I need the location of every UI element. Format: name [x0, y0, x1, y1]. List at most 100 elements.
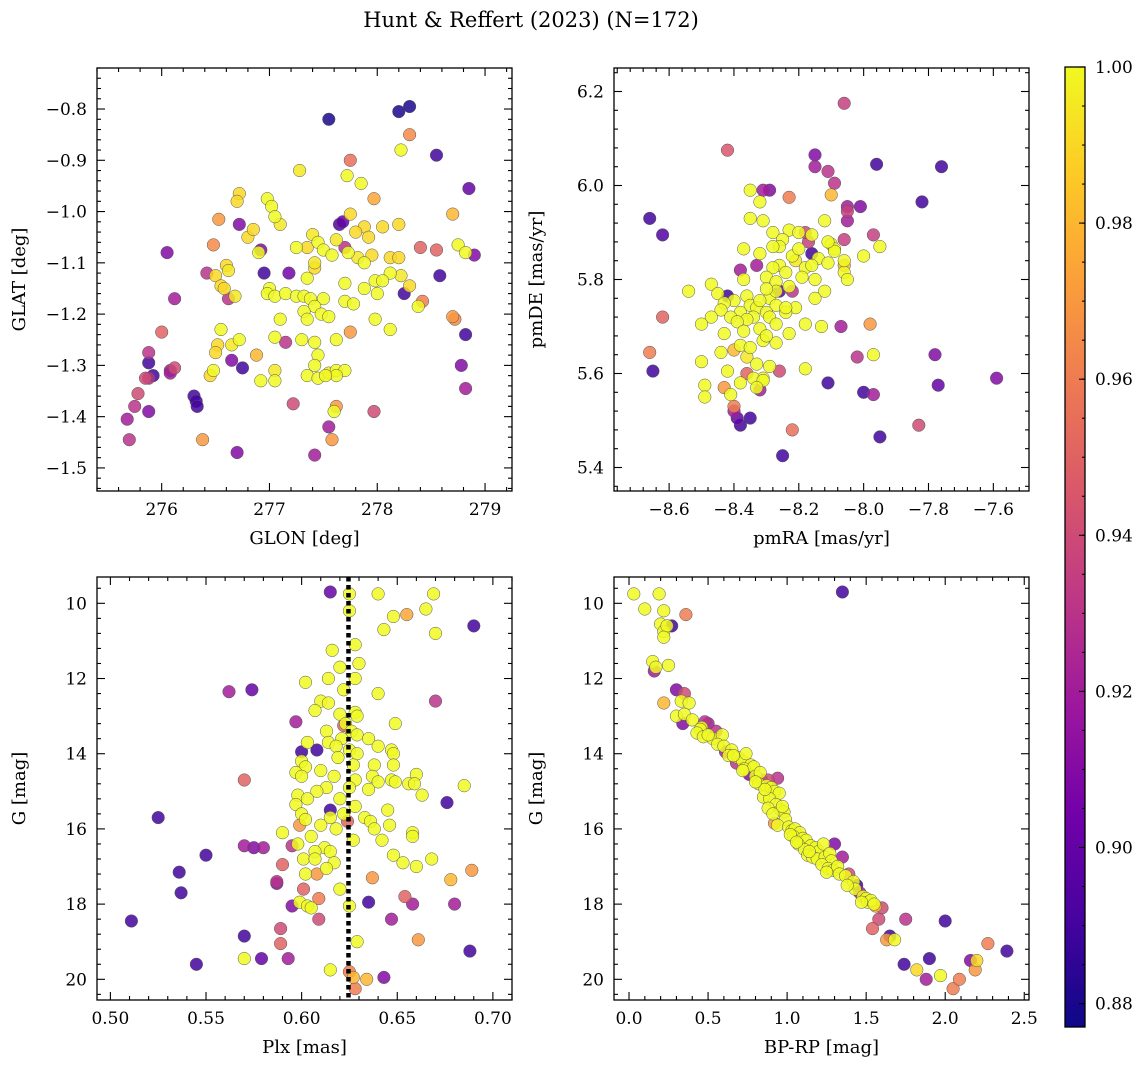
scatter-point [698, 378, 712, 392]
points [627, 585, 1014, 996]
scatter-point [128, 399, 142, 413]
y-tick-label: 5.8 [577, 271, 604, 291]
scatter-point [367, 758, 381, 772]
scatter-point [308, 335, 322, 349]
scatter-point [308, 448, 322, 462]
y-tick-label: 16 [65, 820, 87, 840]
scatter-point [753, 247, 767, 261]
scatter-point [340, 169, 354, 183]
scatter-point [406, 829, 420, 843]
scatter-point [246, 222, 260, 237]
scatter-point [279, 287, 293, 301]
scatter-point [199, 848, 213, 862]
scatter-point [329, 739, 343, 753]
axis-ticks [614, 68, 1029, 491]
scatter-point [743, 183, 757, 197]
y-tick-label: 20 [65, 970, 87, 990]
scatter-point [189, 957, 203, 971]
scatter-point [753, 195, 767, 209]
x-tick-label: 0.65 [378, 1009, 416, 1029]
scatter-point [354, 176, 368, 190]
scatter-point [298, 675, 313, 689]
scatter-point [325, 248, 339, 262]
scatter-point [341, 246, 355, 260]
colorbar-tick-label: 0.92 [1095, 682, 1133, 702]
scatter-point [270, 875, 284, 889]
scatter-point [428, 694, 443, 708]
scatter-point [910, 963, 924, 977]
scatter-point [142, 404, 156, 419]
scatter-point [398, 890, 412, 904]
colorbar-tick-label: 1.00 [1095, 58, 1133, 78]
scatter-point [726, 749, 740, 763]
scatter-point [321, 671, 335, 686]
scatter-point [381, 803, 395, 817]
scatter-point [384, 912, 399, 926]
scatter-point [237, 839, 251, 853]
y-axis-label: GLAT [deg] [9, 228, 30, 332]
scatter-point [190, 399, 204, 413]
scatter-point [322, 112, 336, 126]
scatter-point [316, 292, 330, 306]
scatter-point [392, 251, 406, 265]
x-tick-label: 2.5 [1011, 1009, 1038, 1029]
scatter-point [411, 299, 425, 313]
scatter-point [296, 882, 311, 896]
colorbar-tick-label: 0.90 [1095, 838, 1133, 858]
scatter-point [343, 325, 357, 339]
scatter-point [694, 317, 709, 331]
scatter-point [867, 897, 881, 911]
scatter-point [122, 433, 136, 447]
y-tick-label: 14 [65, 745, 87, 765]
y-axis-label: G [mag] [9, 752, 30, 825]
scatter-point [151, 811, 165, 825]
scatter-point [827, 244, 842, 258]
x-tick-label: 276 [145, 500, 177, 520]
scatter-point [333, 792, 347, 806]
scatter-point [327, 769, 341, 783]
scatter-point [295, 333, 309, 347]
scatter-point [350, 935, 364, 949]
scatter-point [873, 430, 887, 444]
y-tick-label: 6.2 [577, 83, 604, 103]
x-axis-label: Plx [mas] [262, 1037, 347, 1058]
scatter-point [448, 897, 462, 911]
x-tick-label: 1.0 [774, 1009, 801, 1029]
scatter-point [333, 882, 347, 896]
scatter-point [753, 294, 767, 308]
x-tick-label: 277 [253, 500, 285, 520]
scatter-point [766, 240, 780, 254]
scatter-point [750, 258, 764, 272]
scatter-point [300, 312, 314, 326]
x-axis-label: BP-RP [mag] [764, 1037, 879, 1058]
scatter-point [865, 922, 880, 936]
scatter-point [459, 328, 473, 342]
scatter-point [357, 256, 371, 270]
plot-area [97, 577, 512, 1000]
scatter-point [348, 638, 362, 652]
scatter-point [818, 214, 832, 228]
scatter-point [821, 235, 835, 249]
scatter-point [701, 728, 715, 742]
scatter-point [403, 99, 417, 114]
scatter-point [371, 687, 385, 701]
scatter-point [720, 364, 735, 378]
scatter-point [362, 782, 376, 796]
scatter-point [779, 301, 793, 315]
scatter-point [873, 240, 887, 254]
scatter-point [733, 376, 747, 390]
scatter-point [818, 284, 832, 298]
x-tick-label: −8.6 [648, 500, 689, 520]
scatter-point [252, 246, 266, 260]
scatter-point [717, 327, 731, 341]
scatter-point [403, 279, 417, 293]
scatter-point [459, 381, 473, 396]
scatter-point [308, 358, 322, 372]
scatter-point [808, 148, 822, 162]
scatter-point [837, 96, 851, 110]
scatter-point [120, 412, 134, 426]
y-tick-label: −1.0 [46, 203, 87, 223]
y-tick-label: −1.5 [46, 459, 87, 479]
scatter-point [750, 357, 764, 371]
scatter-point [727, 399, 741, 413]
